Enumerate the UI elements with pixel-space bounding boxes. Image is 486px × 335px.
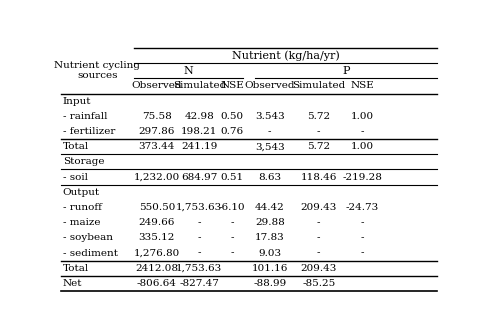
Text: 1,232.00: 1,232.00 [134, 173, 180, 182]
Text: - soybean: - soybean [63, 233, 113, 242]
Text: 0.50: 0.50 [221, 112, 243, 121]
Text: 1.00: 1.00 [350, 142, 374, 151]
Text: 29.88: 29.88 [255, 218, 285, 227]
Text: 297.86: 297.86 [139, 127, 175, 136]
Text: 8.63: 8.63 [258, 173, 281, 182]
Text: -: - [317, 127, 320, 136]
Text: 1.00: 1.00 [350, 112, 374, 121]
Text: -827.47: -827.47 [179, 279, 219, 288]
Text: 209.43: 209.43 [300, 264, 337, 273]
Text: - runoff: - runoff [63, 203, 102, 212]
Text: - fertilizer: - fertilizer [63, 127, 115, 136]
Text: 1,276.80: 1,276.80 [134, 249, 180, 258]
Text: -: - [317, 233, 320, 242]
Text: 550.50: 550.50 [139, 203, 175, 212]
Text: 3,543: 3,543 [255, 142, 285, 151]
Text: -: - [360, 218, 364, 227]
Text: -219.28: -219.28 [342, 173, 382, 182]
Text: - maize: - maize [63, 218, 100, 227]
Text: Simulated: Simulated [173, 81, 226, 90]
Text: - rainfall: - rainfall [63, 112, 107, 121]
Text: 5.72: 5.72 [307, 112, 330, 121]
Text: Simulated: Simulated [292, 81, 346, 90]
Text: 75.58: 75.58 [142, 112, 172, 121]
Text: 118.46: 118.46 [300, 173, 337, 182]
Text: -: - [317, 218, 320, 227]
Text: Observed: Observed [132, 81, 182, 90]
Text: -: - [230, 218, 234, 227]
Text: 198.21: 198.21 [181, 127, 218, 136]
Text: 1,753.63: 1,753.63 [176, 264, 223, 273]
Text: N: N [184, 66, 194, 76]
Text: -88.99: -88.99 [253, 279, 286, 288]
Text: Storage: Storage [63, 157, 104, 166]
Text: 17.83: 17.83 [255, 233, 285, 242]
Text: 2412.08: 2412.08 [135, 264, 178, 273]
Text: 3.543: 3.543 [255, 112, 285, 121]
Text: -24.73: -24.73 [346, 203, 379, 212]
Text: 42.98: 42.98 [185, 112, 214, 121]
Text: NSE: NSE [350, 81, 374, 90]
Text: Input: Input [63, 96, 91, 106]
Text: -: - [198, 218, 201, 227]
Text: 249.66: 249.66 [139, 218, 175, 227]
Text: 44.42: 44.42 [255, 203, 285, 212]
Text: -: - [198, 233, 201, 242]
Text: Total: Total [63, 264, 89, 273]
Text: 335.12: 335.12 [139, 233, 175, 242]
Text: - soil: - soil [63, 173, 87, 182]
Text: Total: Total [63, 142, 89, 151]
Text: Nutrient cycling
sources: Nutrient cycling sources [54, 61, 140, 80]
Text: 684.97: 684.97 [181, 173, 218, 182]
Text: -: - [268, 127, 272, 136]
Text: -: - [360, 249, 364, 258]
Text: 9.03: 9.03 [258, 249, 281, 258]
Text: -: - [360, 233, 364, 242]
Text: 0.51: 0.51 [221, 173, 243, 182]
Text: Nutrient (kg/ha/yr): Nutrient (kg/ha/yr) [232, 50, 340, 61]
Text: -: - [230, 233, 234, 242]
Text: 241.19: 241.19 [181, 142, 218, 151]
Text: Net: Net [63, 279, 82, 288]
Text: 209.43: 209.43 [300, 203, 337, 212]
Text: -: - [230, 249, 234, 258]
Text: Observed: Observed [244, 81, 295, 90]
Text: -: - [360, 127, 364, 136]
Text: Output: Output [63, 188, 100, 197]
Text: P: P [342, 66, 350, 76]
Text: -6.10: -6.10 [219, 203, 245, 212]
Text: NSE: NSE [220, 81, 244, 90]
Text: - sediment: - sediment [63, 249, 118, 258]
Text: -: - [317, 249, 320, 258]
Text: 0.76: 0.76 [221, 127, 243, 136]
Text: -: - [198, 249, 201, 258]
Text: -806.64: -806.64 [137, 279, 177, 288]
Text: 101.16: 101.16 [252, 264, 288, 273]
Text: 373.44: 373.44 [139, 142, 175, 151]
Text: 1,753.63: 1,753.63 [176, 203, 223, 212]
Text: 5.72: 5.72 [307, 142, 330, 151]
Text: -85.25: -85.25 [302, 279, 335, 288]
